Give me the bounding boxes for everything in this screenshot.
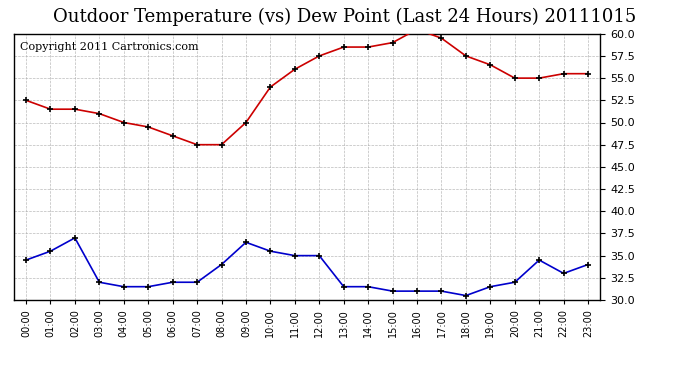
Text: Copyright 2011 Cartronics.com: Copyright 2011 Cartronics.com	[19, 42, 198, 52]
Text: Outdoor Temperature (vs) Dew Point (Last 24 Hours) 20111015: Outdoor Temperature (vs) Dew Point (Last…	[53, 8, 637, 26]
